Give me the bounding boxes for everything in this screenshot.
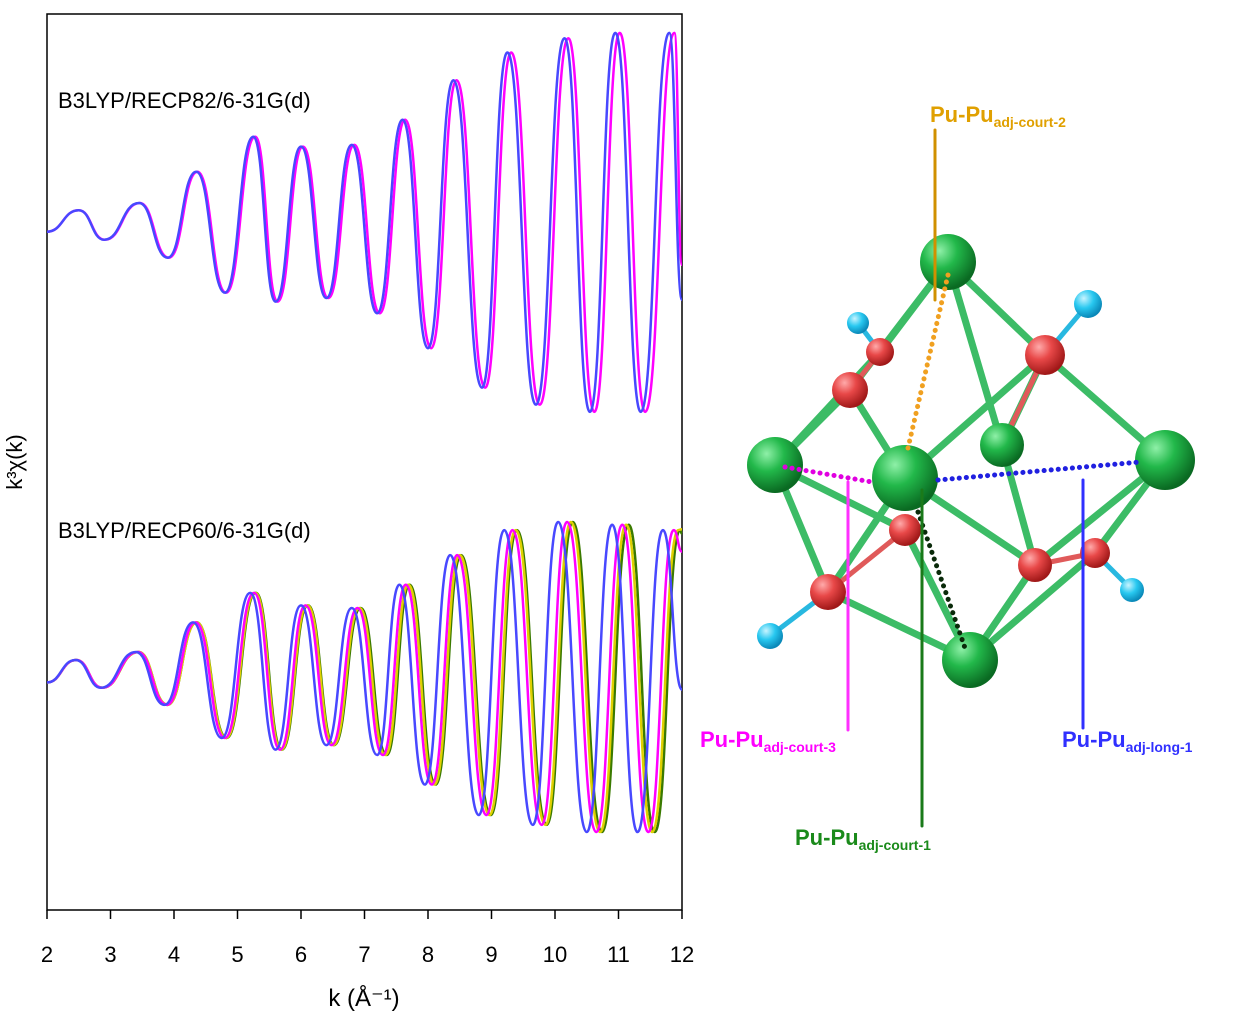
x-tick-label: 10 [543, 942, 567, 967]
x-tick-label: 4 [168, 942, 180, 967]
label-main: Pu-Pu [1062, 727, 1126, 752]
distances [782, 272, 1143, 651]
x-tick-label: 2 [41, 942, 53, 967]
distance-label: Pu-Puadj-court-3 [700, 727, 836, 755]
y-axis-label: k³χ(k) [2, 434, 27, 490]
label-sub: adj-long-1 [1126, 739, 1193, 755]
leaders [846, 128, 1085, 828]
distance-label: Pu-Puadj-court-2 [930, 102, 1066, 130]
x-tick-label: 12 [670, 942, 694, 967]
label-main: Pu-Pu [700, 727, 764, 752]
plot-area [46, 31, 684, 834]
annotation: B3LYP/RECP82/6-31G(d) [58, 88, 311, 113]
atoms [747, 234, 1195, 688]
data-line [46, 31, 684, 414]
data-line [46, 520, 684, 834]
distance-label: Pu-Puadj-court-1 [795, 825, 931, 853]
label-sub: adj-court-1 [859, 837, 932, 853]
x-tick-label: 6 [295, 942, 307, 967]
annotation: B3LYP/RECP60/6-31G(d) [58, 518, 311, 543]
molecule [747, 128, 1195, 828]
x-axis-label: k (Å⁻¹) [328, 984, 399, 1012]
label-main: Pu-Pu [930, 102, 994, 127]
label-sub: adj-court-3 [764, 739, 837, 755]
data-line [46, 520, 683, 834]
distance-label: Pu-Puadj-long-1 [1062, 727, 1193, 755]
x-tick-label: 9 [485, 942, 497, 967]
x-tick-label: 11 [607, 942, 630, 967]
x-tick-label: 7 [358, 942, 370, 967]
x-tick-label: 8 [422, 942, 434, 967]
label-sub: adj-court-2 [994, 114, 1067, 130]
x-tick-label: 5 [231, 942, 243, 967]
x-tick-label: 3 [104, 942, 116, 967]
label-main: Pu-Pu [795, 825, 859, 850]
